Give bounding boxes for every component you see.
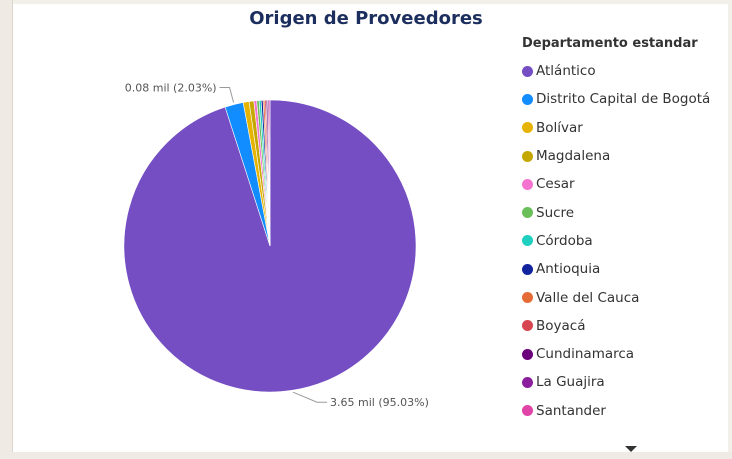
legend-swatch [522,348,533,360]
legend-label: Valle del Cauca [536,289,640,306]
legend-item[interactable]: Sucre [522,198,710,226]
legend-item[interactable]: Distrito Capital de Bogotá [522,85,710,113]
legend-swatch [522,150,533,162]
data-label: 3.65 mil (95.03%) [330,396,429,409]
legend-item[interactable]: Córdoba [522,227,710,255]
legend-label: Antioquia [536,261,601,278]
legend-swatch [522,320,533,332]
legend-item[interactable]: Bolívar [522,114,710,142]
data-label: 0.08 mil (2.03%) [125,82,217,95]
frame-top [0,0,732,4]
data-label-leader [219,87,235,103]
legend-label: Sucre [536,204,575,221]
legend-label: La Guajira [536,374,605,391]
legend-item[interactable]: Santander [522,397,710,425]
legend-label: Cesar [536,176,575,193]
legend-label: Magdalena [536,148,611,165]
pie-slice[interactable] [268,99,271,247]
legend-swatch [522,65,533,77]
legend-label: Córdoba [536,232,593,249]
legend-swatch [522,122,533,134]
legend-label: Distrito Capital de Bogotá [536,91,711,108]
legend-swatch [522,263,533,275]
legend-item[interactable]: Cesar [522,170,710,198]
legend-label: Bolívar [536,119,583,136]
legend-swatch [522,405,533,417]
legend-item[interactable]: Atlántico [522,57,710,85]
legend-label: Cundinamarca [536,346,635,363]
data-label-leader [292,391,328,403]
frame-right [728,0,732,459]
chart-title: Origen de Proveedores [249,8,483,29]
legend-swatch [522,178,533,190]
legend-item[interactable]: Magdalena [522,142,710,170]
legend-item[interactable]: Valle del Cauca [522,283,710,311]
legend-title: Departamento estandar [522,36,698,51]
legend: Departamento estandar Atlántico Distrito … [522,36,710,425]
legend-item[interactable]: Boyacá [522,312,710,340]
legend-items: Atlántico Distrito Capital de Bogotá Bolív… [522,57,710,425]
frame-bottom [0,452,732,459]
legend-label: Boyacá [536,317,586,334]
legend-scroll-down-icon[interactable] [625,446,637,452]
legend-swatch [522,207,533,219]
frame-left-border [12,0,13,459]
legend-swatch [522,235,533,247]
legend-item[interactable]: Antioquia [522,255,710,283]
legend-item[interactable]: La Guajira [522,368,710,396]
legend-item[interactable]: Cundinamarca [522,340,710,368]
frame-left [0,0,12,459]
legend-swatch [522,376,533,388]
legend-label: Atlántico [536,63,596,80]
legend-swatch [522,292,533,304]
legend-label: Santander [536,402,606,419]
legend-swatch [522,93,533,105]
